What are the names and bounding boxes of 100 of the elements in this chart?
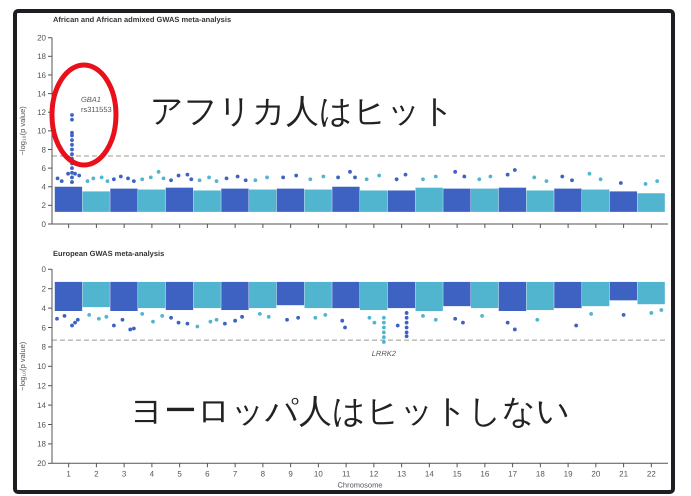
- point: [70, 138, 74, 142]
- point: [76, 318, 80, 322]
- point: [132, 326, 136, 330]
- point: [480, 314, 484, 318]
- y-tick-label: 2: [42, 201, 47, 210]
- point: [382, 340, 386, 344]
- point: [198, 178, 202, 182]
- x-tick-label: 17: [508, 469, 518, 478]
- y-tick-label: 4: [42, 304, 47, 313]
- point: [214, 179, 218, 184]
- point: [382, 320, 386, 325]
- point: [70, 113, 74, 117]
- point: [343, 326, 347, 330]
- x-tick-label: 12: [369, 469, 379, 478]
- x-tick-label: 5: [177, 469, 182, 478]
- point: [140, 177, 144, 182]
- point: [56, 176, 60, 180]
- point: [453, 170, 458, 174]
- x-tick-label: 13: [397, 469, 407, 478]
- x-tick-label: 16: [480, 469, 490, 478]
- y-tick-label: 0: [42, 265, 47, 274]
- point: [176, 320, 180, 325]
- x-tick-label: 19: [564, 469, 574, 478]
- point: [236, 174, 240, 178]
- point: [368, 316, 372, 320]
- point: [655, 179, 660, 184]
- annotation: ヨーロッパ人はヒットしない: [130, 392, 570, 429]
- point: [618, 181, 623, 185]
- point: [196, 324, 200, 328]
- x-tick-label: 10: [314, 469, 324, 478]
- point: [372, 320, 376, 325]
- y-tick-label: 10: [37, 362, 47, 372]
- point: [421, 177, 425, 182]
- point: [87, 312, 92, 317]
- point: [488, 174, 492, 178]
- point: [622, 312, 626, 317]
- point: [588, 172, 592, 176]
- y-tick-label: 18: [37, 440, 47, 449]
- point: [169, 316, 173, 320]
- y-tick-label: 2: [42, 284, 47, 294]
- y-tick-label: 16: [37, 70, 47, 80]
- y-tick-label: 14: [37, 400, 47, 410]
- x-tick-label: 20: [591, 469, 601, 478]
- point: [186, 172, 190, 177]
- point: [644, 182, 648, 186]
- point: [55, 316, 59, 321]
- y-tick-label: 6: [42, 164, 47, 173]
- point: [106, 179, 110, 184]
- point: [404, 311, 409, 315]
- point: [224, 176, 228, 180]
- point: [253, 178, 258, 182]
- point: [70, 130, 74, 135]
- point: [560, 174, 564, 178]
- point: [151, 320, 155, 324]
- x-tick-label: 11: [342, 469, 351, 478]
- point: [506, 320, 510, 325]
- y-tick-label: 10: [37, 126, 47, 136]
- point: [336, 176, 340, 180]
- x-tick-label: 9: [288, 469, 294, 478]
- point: [240, 314, 244, 319]
- point: [96, 316, 101, 321]
- point: [348, 170, 352, 174]
- point: [91, 176, 96, 180]
- x-tick-label: 21: [619, 469, 629, 478]
- point: [382, 335, 386, 340]
- point: [512, 168, 517, 172]
- point: [222, 322, 227, 326]
- point: [434, 174, 438, 178]
- x-tick-label: 15: [452, 469, 462, 478]
- point: [77, 174, 82, 178]
- point: [189, 177, 194, 182]
- point: [86, 179, 90, 184]
- y-tick-label: 20: [37, 34, 47, 42]
- y-tick-label: 14: [37, 89, 47, 98]
- point: [364, 177, 369, 182]
- point: [535, 318, 540, 322]
- point: [649, 311, 654, 315]
- annotation: アフリカ人はヒット: [150, 92, 455, 129]
- point: [169, 178, 173, 182]
- point: [140, 312, 144, 316]
- x-tick-label: 8: [260, 469, 266, 478]
- point: [404, 172, 408, 177]
- point: [313, 316, 318, 320]
- point: [70, 324, 74, 328]
- point: [266, 314, 271, 319]
- x-tick-label: 22: [646, 469, 656, 478]
- point: [308, 177, 312, 182]
- point: [396, 324, 400, 328]
- point: [421, 314, 425, 318]
- point: [461, 320, 465, 325]
- point: [214, 318, 218, 322]
- point: [506, 172, 510, 177]
- point: [404, 330, 409, 334]
- point: [340, 318, 344, 323]
- point: [353, 176, 357, 180]
- point: [434, 318, 438, 322]
- y-tick-label: 20: [37, 459, 47, 468]
- point: [323, 312, 328, 317]
- point: [112, 177, 116, 182]
- point: [132, 179, 136, 184]
